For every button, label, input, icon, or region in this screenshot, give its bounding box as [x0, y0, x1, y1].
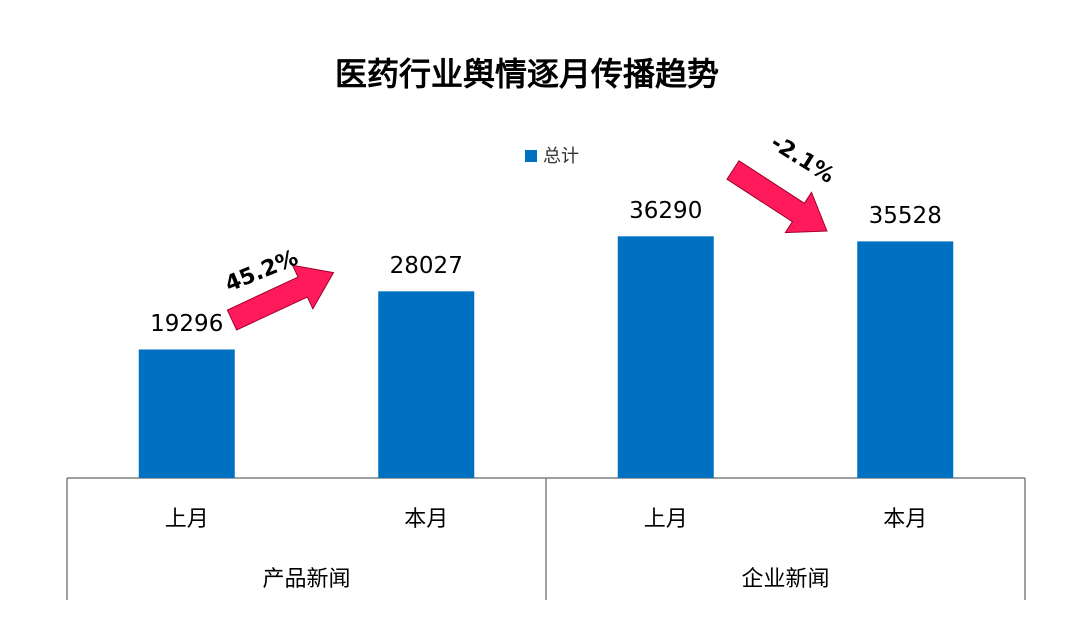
value-label: 28027 — [390, 253, 463, 279]
bar — [378, 291, 474, 478]
value-label: 19296 — [150, 311, 223, 337]
legend-swatch — [525, 150, 537, 162]
group-label: 产品新闻 — [262, 567, 350, 592]
x-tick-label: 本月 — [883, 507, 927, 532]
value-label: 36290 — [629, 198, 702, 224]
value-label: 35528 — [869, 203, 942, 229]
x-tick-label: 本月 — [404, 507, 448, 532]
bar — [857, 241, 953, 478]
bar — [618, 236, 714, 478]
chart-title: 医药行业舆情逐月传播趋势 — [335, 55, 719, 93]
bar — [139, 349, 235, 478]
chart: 医药行业舆情逐月传播趋势 45.2% -2.1% 总计产品新闻企业新闻上月192… — [0, 0, 1080, 635]
legend-label: 总计 — [543, 146, 579, 167]
x-tick-label: 上月 — [165, 507, 209, 532]
annotation: -2.1% — [766, 130, 839, 188]
group-label: 企业新闻 — [741, 567, 829, 592]
x-tick-label: 上月 — [644, 507, 688, 532]
